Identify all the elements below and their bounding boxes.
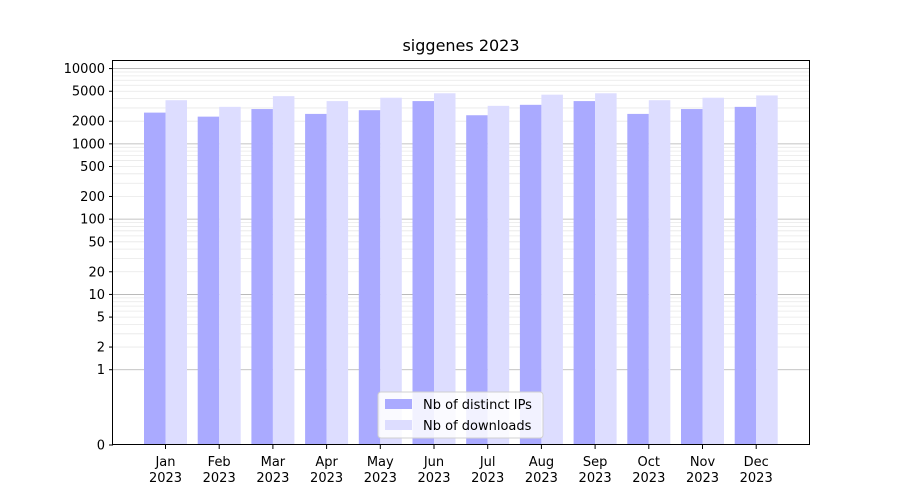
y-tick-label: 10000: [64, 62, 105, 77]
bar-downloads: Nb of downloads: 4100: [380, 97, 402, 445]
bar-distinct-ips: Nb of distinct IPs: 2600: [144, 112, 166, 445]
y-tick-label: 2000: [72, 115, 105, 130]
bar-downloads: Nb of downloads: 3200: [487, 105, 510, 445]
x-tick-label: Jun 2023: [417, 455, 450, 486]
bar-distinct-ips: Nb of distinct IPs: 2800: [358, 110, 381, 445]
legend-swatch: [385, 420, 412, 430]
y-tick-label: 50: [88, 235, 105, 250]
y-tick-label: 100: [80, 213, 105, 228]
bars: Nb of distinct IPs: 2600Nb of downloads:…: [144, 93, 778, 446]
y-tick-label: 500: [80, 160, 105, 175]
bar-downloads: Nb of downloads: 4500: [541, 94, 563, 446]
legend-label: Nb of downloads: [423, 419, 532, 434]
x-tick-label: Sep 2023: [579, 455, 612, 486]
bar-distinct-ips: Nb of distinct IPs: 3700: [412, 101, 434, 445]
x-tick-label: Dec 2023: [740, 455, 773, 486]
x-tick-label: Apr 2023: [310, 455, 343, 486]
bar-distinct-ips: Nb of distinct IPs: 2300: [197, 116, 220, 446]
y-tick-label: 0: [97, 439, 105, 454]
y-tick-label: 1000: [72, 137, 105, 152]
bar-distinct-ips: Nb of distinct IPs: 2500: [627, 113, 649, 445]
x-tick-label: Feb 2023: [203, 455, 236, 486]
bar-distinct-ips: Nb of distinct IPs: 2500: [305, 113, 327, 445]
bar-distinct-ips: Nb of distinct IPs: 2900: [251, 109, 273, 445]
y-tick-label: 200: [80, 190, 105, 205]
x-tick-label: Nov 2023: [686, 455, 719, 486]
bar-distinct-ips: Nb of distinct IPs: 3700: [573, 101, 596, 445]
chart-title: siggenes 2023: [402, 36, 519, 55]
y-tick-label: 20: [88, 265, 105, 280]
x-tick-label: Oct 2023: [632, 455, 665, 486]
legend: Nb of distinct IPs Nb of downloads: [377, 391, 544, 439]
y-tick-label: 2: [97, 341, 105, 356]
legend-box: [377, 391, 544, 439]
x-tick-label: Jul 2023: [471, 455, 504, 486]
bar-downloads: Nb of downloads: 3700: [326, 101, 349, 445]
bar-distinct-ips: Nb of distinct IPs: 3300: [519, 104, 542, 445]
legend-label: Nb of distinct IPs: [423, 398, 532, 413]
bar-downloads: Nb of downloads: 4100: [702, 97, 724, 445]
y-axis: 0 1 2 5 10 20 50 100 200 500 1000 2000 5000 10000: [64, 62, 113, 454]
x-tick-label: May 2023: [364, 455, 397, 486]
bar-distinct-ips: Nb of distinct IPs: 3100: [734, 106, 757, 445]
bar-downloads: Nb of downloads: 3100: [219, 106, 241, 445]
x-axis: Jan 2023 Feb 2023 Mar 2023 Apr 2023 May 2023 Jun 20…: [149, 445, 773, 486]
bar-distinct-ips: Nb of distinct IPs: 2900: [681, 109, 703, 445]
y-tick-label: 10: [88, 288, 105, 303]
y-tick-label: 5: [97, 311, 105, 326]
y-tick-label: 5000: [72, 85, 105, 100]
y-tick-label: 1: [97, 363, 105, 378]
bar-downloads: Nb of downloads: 4300: [272, 96, 295, 446]
plot-area-frame: [112, 60, 810, 445]
bar-downloads: Nb of downloads: 4700: [595, 93, 617, 445]
bar-distinct-ips: Nb of distinct IPs: 2400: [466, 115, 488, 445]
x-tick-label: Aug 2023: [525, 455, 558, 486]
bar-downloads: Nb of downloads: 4700: [434, 93, 456, 445]
bar-downloads: Nb of downloads: 4400: [756, 95, 778, 445]
bar-downloads: Nb of downloads: 3800: [165, 100, 187, 446]
x-tick-label: Jan 2023: [149, 455, 182, 486]
x-tick-label: Mar 2023: [256, 455, 289, 486]
bar-downloads: Nb of downloads: 3800: [648, 100, 671, 446]
legend-swatch: [385, 399, 412, 409]
